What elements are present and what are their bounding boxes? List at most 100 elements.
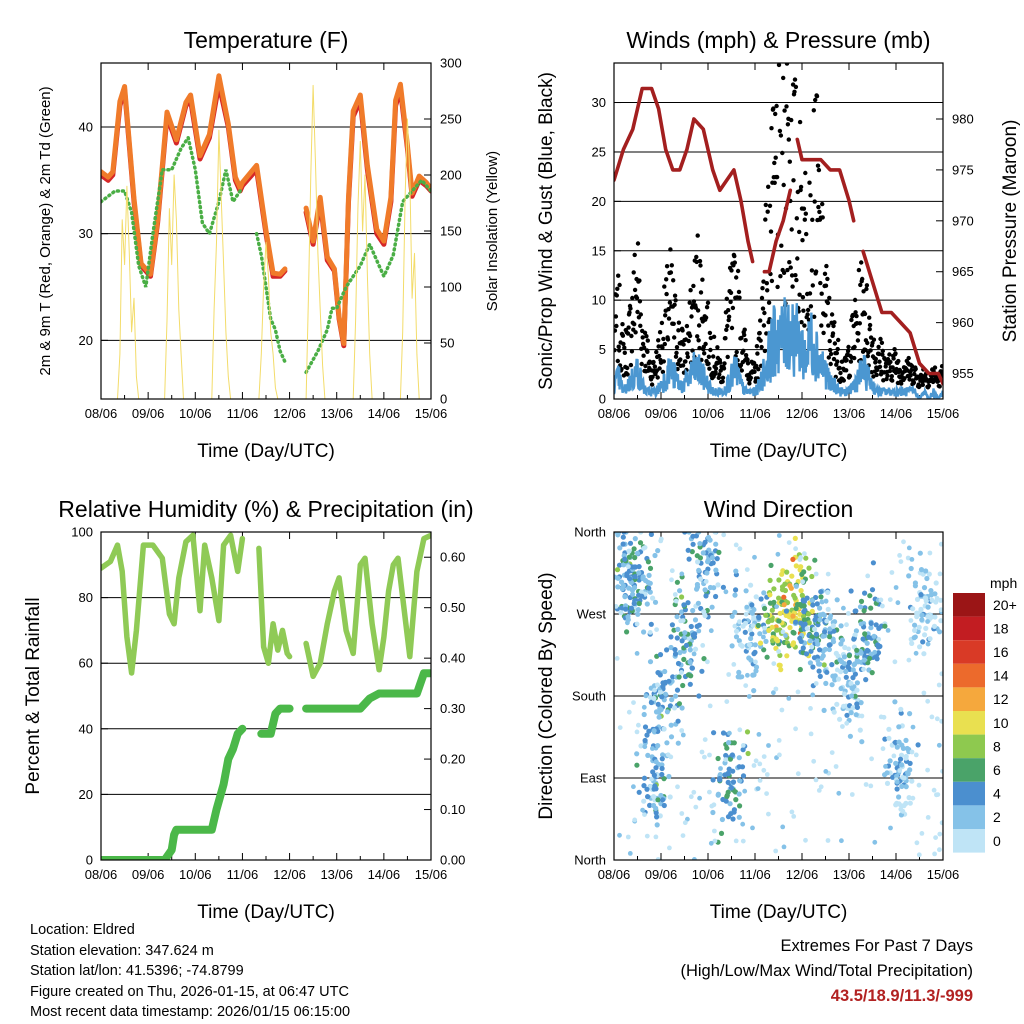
- direction-point: [774, 627, 780, 633]
- gust-point: [680, 328, 685, 333]
- plot-frame: [613, 62, 944, 400]
- direction-point: [939, 820, 943, 826]
- direction-point: [795, 689, 801, 695]
- gust-point: [844, 368, 849, 373]
- gust-point: [747, 381, 752, 386]
- gust-point: [908, 373, 913, 378]
- direction-point: [746, 694, 752, 699]
- direction-point: [744, 729, 751, 735]
- gust-point: [617, 348, 622, 353]
- direction-point: [682, 820, 688, 826]
- colorbar-swatch: [953, 663, 985, 688]
- gust-point: [805, 312, 810, 317]
- direction-point: [638, 743, 644, 749]
- direction-point: [776, 533, 782, 538]
- gust-point: [660, 369, 666, 375]
- direction-point: [912, 627, 918, 634]
- y-tick-label: 30: [79, 226, 93, 241]
- direction-point: [727, 730, 732, 736]
- direction-point: [723, 589, 729, 595]
- direction-point: [792, 535, 798, 542]
- direction-point: [915, 742, 921, 748]
- direction-point: [743, 611, 749, 617]
- direction-point: [644, 601, 650, 607]
- direction-point: [834, 701, 840, 707]
- direction-point: [868, 625, 874, 631]
- y2-tick-label: 955: [952, 366, 974, 381]
- direction-point: [899, 762, 905, 768]
- direction-point: [718, 766, 723, 771]
- gust-point: [644, 334, 649, 339]
- direction-point: [644, 786, 650, 792]
- direction-point: [749, 631, 755, 637]
- direction-point: [896, 739, 902, 745]
- gust-point: [645, 338, 650, 343]
- gust-point: [629, 349, 635, 354]
- direction-point: [898, 752, 905, 758]
- gust-point: [885, 373, 890, 378]
- direction-point: [695, 559, 701, 565]
- latest-timestamp-text: Most recent data timestamp: 2026/01/15 0…: [30, 1004, 351, 1020]
- direction-point: [679, 638, 685, 644]
- gust-point: [752, 369, 757, 374]
- direction-point: [919, 617, 925, 623]
- chart-humidity: Relative Humidity (%) & Precipitation (i…: [23, 496, 474, 923]
- direction-point: [627, 576, 633, 582]
- direction-point: [812, 626, 818, 632]
- direction-point: [858, 700, 864, 706]
- gust-point: [834, 350, 839, 356]
- gust-point: [708, 335, 713, 341]
- direction-point: [672, 651, 679, 657]
- direction-point: [766, 811, 771, 817]
- gust-point: [758, 318, 763, 323]
- direction-point: [742, 620, 749, 626]
- direction-point: [801, 609, 807, 615]
- direction-point: [804, 626, 810, 631]
- direction-point: [872, 649, 878, 655]
- direction-point: [694, 581, 701, 588]
- gust-point: [690, 348, 695, 353]
- gust-point: [666, 316, 672, 321]
- gust-point: [620, 333, 626, 338]
- gust-point: [821, 330, 826, 336]
- gust-point: [890, 378, 895, 383]
- direction-point: [813, 681, 819, 686]
- direction-point: [634, 729, 640, 735]
- direction-point: [837, 716, 843, 722]
- gust-point: [887, 352, 892, 357]
- gust-point: [857, 321, 862, 326]
- direction-point: [865, 573, 871, 579]
- direction-point: [665, 752, 671, 758]
- direction-point: [733, 797, 739, 803]
- direction-point: [929, 714, 935, 720]
- direction-point: [626, 709, 632, 715]
- colorbar-swatch: [953, 805, 985, 829]
- direction-point: [858, 598, 865, 605]
- temp9m-line: [101, 73, 431, 346]
- x-tick-label: 13/06: [320, 867, 353, 882]
- gust-point: [673, 354, 679, 359]
- direction-point: [726, 672, 732, 677]
- direction-point: [859, 713, 865, 719]
- direction-point: [767, 577, 773, 584]
- wind-speed-line: [614, 297, 943, 399]
- direction-point: [733, 587, 739, 593]
- direction-point: [910, 724, 916, 730]
- precip-line: [101, 669, 431, 860]
- plot-area: [101, 532, 431, 860]
- direction-point: [692, 617, 699, 623]
- direction-point: [660, 752, 666, 758]
- direction-point: [657, 652, 664, 658]
- gust-point: [800, 238, 805, 243]
- direction-point: [844, 622, 849, 628]
- gust-point: [711, 354, 716, 359]
- direction-point: [799, 592, 805, 599]
- gust-point: [630, 295, 635, 301]
- direction-point: [703, 579, 709, 584]
- direction-point: [812, 557, 818, 563]
- direction-point: [707, 537, 713, 543]
- gust-point: [735, 268, 741, 274]
- direction-point: [853, 628, 860, 634]
- gust-point: [807, 291, 813, 296]
- x-tick-label: 14/06: [368, 867, 401, 882]
